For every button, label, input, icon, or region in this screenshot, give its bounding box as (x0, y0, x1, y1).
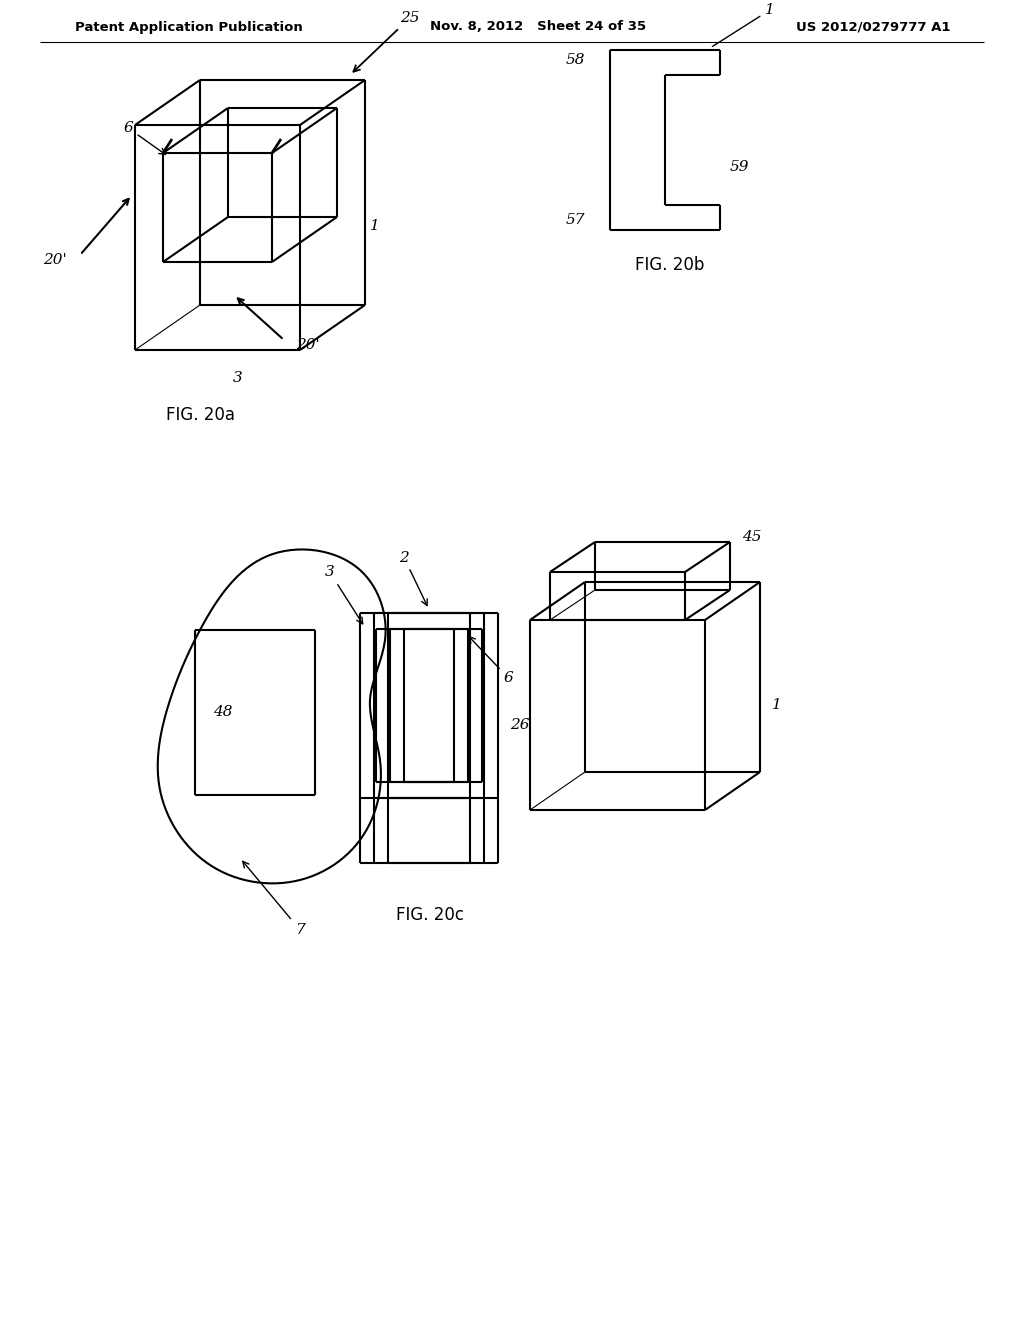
Text: 7: 7 (243, 862, 305, 937)
Text: 3: 3 (326, 565, 362, 624)
Text: FIG. 20b: FIG. 20b (635, 256, 705, 275)
Text: 25: 25 (353, 11, 420, 71)
Text: 58: 58 (565, 53, 585, 67)
Text: 59: 59 (730, 160, 750, 174)
Text: 57: 57 (565, 213, 585, 227)
Text: FIG. 20a: FIG. 20a (167, 407, 236, 424)
Text: 20': 20' (43, 253, 67, 267)
Text: FIG. 20c: FIG. 20c (396, 906, 464, 924)
Text: 6: 6 (469, 636, 514, 685)
Text: Nov. 8, 2012   Sheet 24 of 35: Nov. 8, 2012 Sheet 24 of 35 (430, 21, 646, 33)
Text: 45: 45 (742, 531, 762, 544)
Text: 3: 3 (232, 371, 243, 385)
Text: Patent Application Publication: Patent Application Publication (75, 21, 303, 33)
Text: 1: 1 (370, 219, 380, 234)
Text: 20': 20' (296, 338, 319, 352)
Text: 2: 2 (399, 550, 427, 606)
Text: 1: 1 (772, 698, 781, 711)
Text: 48: 48 (213, 705, 232, 719)
Text: 1: 1 (713, 3, 775, 46)
Text: 26: 26 (510, 718, 529, 733)
Text: US 2012/0279777 A1: US 2012/0279777 A1 (796, 21, 950, 33)
Text: 6: 6 (123, 121, 166, 154)
